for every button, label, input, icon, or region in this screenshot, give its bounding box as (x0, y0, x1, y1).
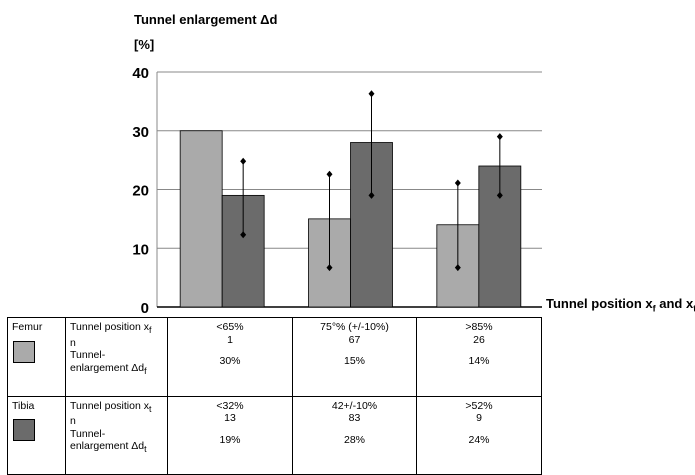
error-bar-marker (326, 170, 333, 178)
error-bar-marker (240, 157, 247, 165)
table-cell: 42+/-10% 83 28% (292, 395, 417, 475)
table-row: Femur Tunnel position xf n Tunnel- enlar… (7, 317, 542, 397)
group-name: Tibia (12, 399, 35, 412)
error-bar-marker (368, 90, 375, 98)
table-cell: >85% 26 14% (416, 317, 542, 397)
bar-femur (179, 130, 223, 308)
error-bar-marker (326, 264, 333, 272)
cell-enlargement: 19% (219, 433, 241, 446)
label-enlargement-2: enlargement Δdf (70, 361, 147, 376)
data-table: Femur Tunnel position xf n Tunnel- enlar… (7, 317, 542, 475)
table-cell: >52% 9 24% (416, 395, 542, 475)
cell-n: 26 (473, 333, 485, 346)
y-axis-label: Tunnel enlargement Δd (134, 12, 278, 27)
table-cell: 75°% (+/-10%) 67 15% (292, 317, 417, 397)
y-tick-label: 30 (132, 124, 149, 141)
bar-chart: 0 10 20 30 40 (132, 65, 542, 317)
table-cell-group: Tibia (7, 395, 66, 475)
cell-position: <65% (216, 321, 244, 333)
y-tick-label: 20 (132, 183, 149, 200)
cell-n: 67 (348, 333, 361, 346)
cell-position: 75°% (+/-10%) (320, 321, 389, 333)
cell-position: >52% (465, 399, 493, 412)
group-name: Femur (12, 321, 43, 333)
legend-swatch-tibia (13, 419, 35, 441)
label-n: n (70, 415, 76, 428)
x-axis-label: Tunnel position xf and xt (546, 296, 695, 314)
table-cell-labels: Tunnel position xf n Tunnel- enlargement… (65, 317, 168, 397)
table-row: Tibia Tunnel position xt n Tunnel- enlar… (7, 395, 542, 475)
cell-n: 1 (227, 333, 233, 346)
table-cell-group: Femur (7, 317, 66, 397)
table-cell: <32% 13 19% (167, 395, 293, 475)
table-cell-labels: Tunnel position xt n Tunnel- enlargement… (65, 395, 168, 475)
error-bar-marker (496, 133, 503, 141)
label-enlargement-1: Tunnel- (70, 349, 106, 362)
y-tick-label: 0 (141, 300, 149, 317)
y-axis-unit: [%] (134, 37, 155, 52)
cell-n: 9 (476, 412, 482, 424)
legend-swatch-femur (13, 340, 35, 363)
cell-enlargement: 15% (343, 355, 365, 367)
cell-position: >85% (465, 321, 493, 333)
cell-position: <32% (216, 399, 244, 412)
error-bar-marker (240, 231, 247, 239)
cell-enlargement: 14% (468, 355, 490, 367)
y-tick-label: 10 (132, 241, 149, 258)
error-bar-marker (454, 179, 461, 187)
error-bar-marker (454, 264, 461, 272)
y-tick-label: 40 (132, 65, 149, 82)
cell-enlargement: 24% (468, 433, 490, 446)
error-bar-marker (496, 191, 503, 199)
cell-n: 83 (348, 412, 361, 424)
table-cell: <65% 1 30% (167, 317, 293, 397)
cell-position: 42+/-10% (331, 399, 378, 412)
label-position: Tunnel position xf (70, 321, 152, 336)
label-enlargement-1: Tunnel- (70, 427, 106, 440)
cell-enlargement: 30% (219, 355, 241, 367)
cell-enlargement: 28% (343, 433, 365, 446)
cell-n: 13 (224, 412, 236, 424)
label-enlargement-2: enlargement Δdt (70, 440, 147, 455)
label-n: n (70, 336, 76, 349)
label-position: Tunnel position xt (70, 399, 152, 414)
error-bar-marker (368, 191, 375, 199)
